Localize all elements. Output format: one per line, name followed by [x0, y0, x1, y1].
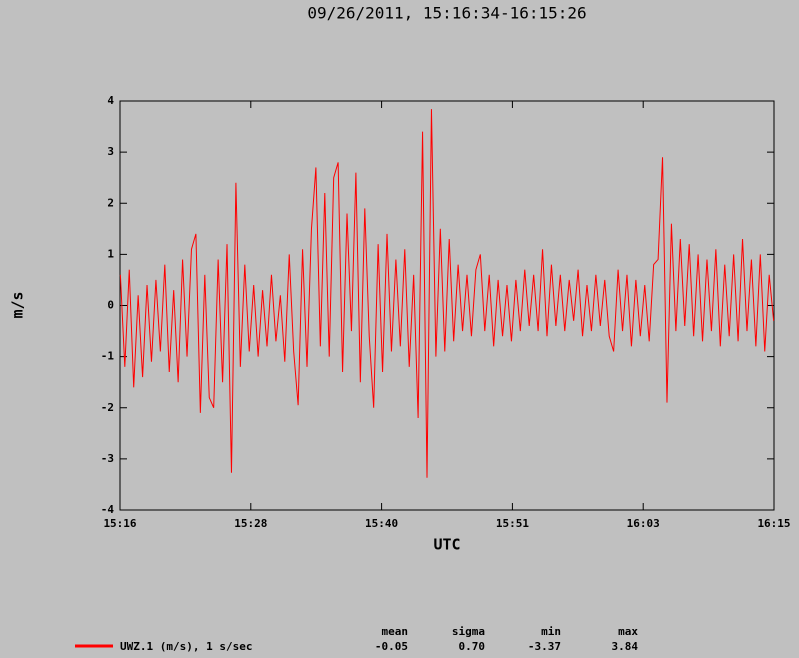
y-tick-label: 0: [107, 299, 114, 312]
y-tick-label: 3: [107, 145, 114, 158]
x-tick-label: 15:28: [234, 517, 267, 530]
chart-title: 09/26/2011, 15:16:34-16:15:26: [307, 4, 586, 23]
stats-header: max: [618, 625, 638, 638]
y-tick-label: -3: [101, 452, 114, 465]
y-tick-label: 1: [107, 247, 114, 260]
stats-header: min: [541, 625, 561, 638]
x-tick-label: 15:40: [365, 517, 398, 530]
x-tick-label: 16:03: [627, 517, 660, 530]
y-tick-label: -2: [101, 401, 114, 414]
stats-value: 3.84: [612, 640, 639, 653]
data-line: [119, 109, 775, 478]
stats-header: mean: [382, 625, 409, 638]
y-tick-label: -4: [101, 503, 115, 516]
y-tick-label: -1: [101, 350, 115, 363]
y-tick-label: 2: [107, 196, 114, 209]
x-tick-label: 15:16: [103, 517, 136, 530]
y-tick-label: 4: [107, 94, 114, 107]
legend-label: UWZ.1 (m/s), 1 s/sec: [120, 640, 252, 653]
x-tick-label: 16:15: [757, 517, 790, 530]
x-tick-label: 15:51: [496, 517, 529, 530]
stats-value: -3.37: [528, 640, 561, 653]
stats-header: sigma: [452, 625, 485, 638]
y-axis-label: m/s: [9, 291, 27, 318]
stats-value: 0.70: [459, 640, 486, 653]
x-axis-label: UTC: [433, 536, 460, 554]
stats-value: -0.05: [375, 640, 408, 653]
